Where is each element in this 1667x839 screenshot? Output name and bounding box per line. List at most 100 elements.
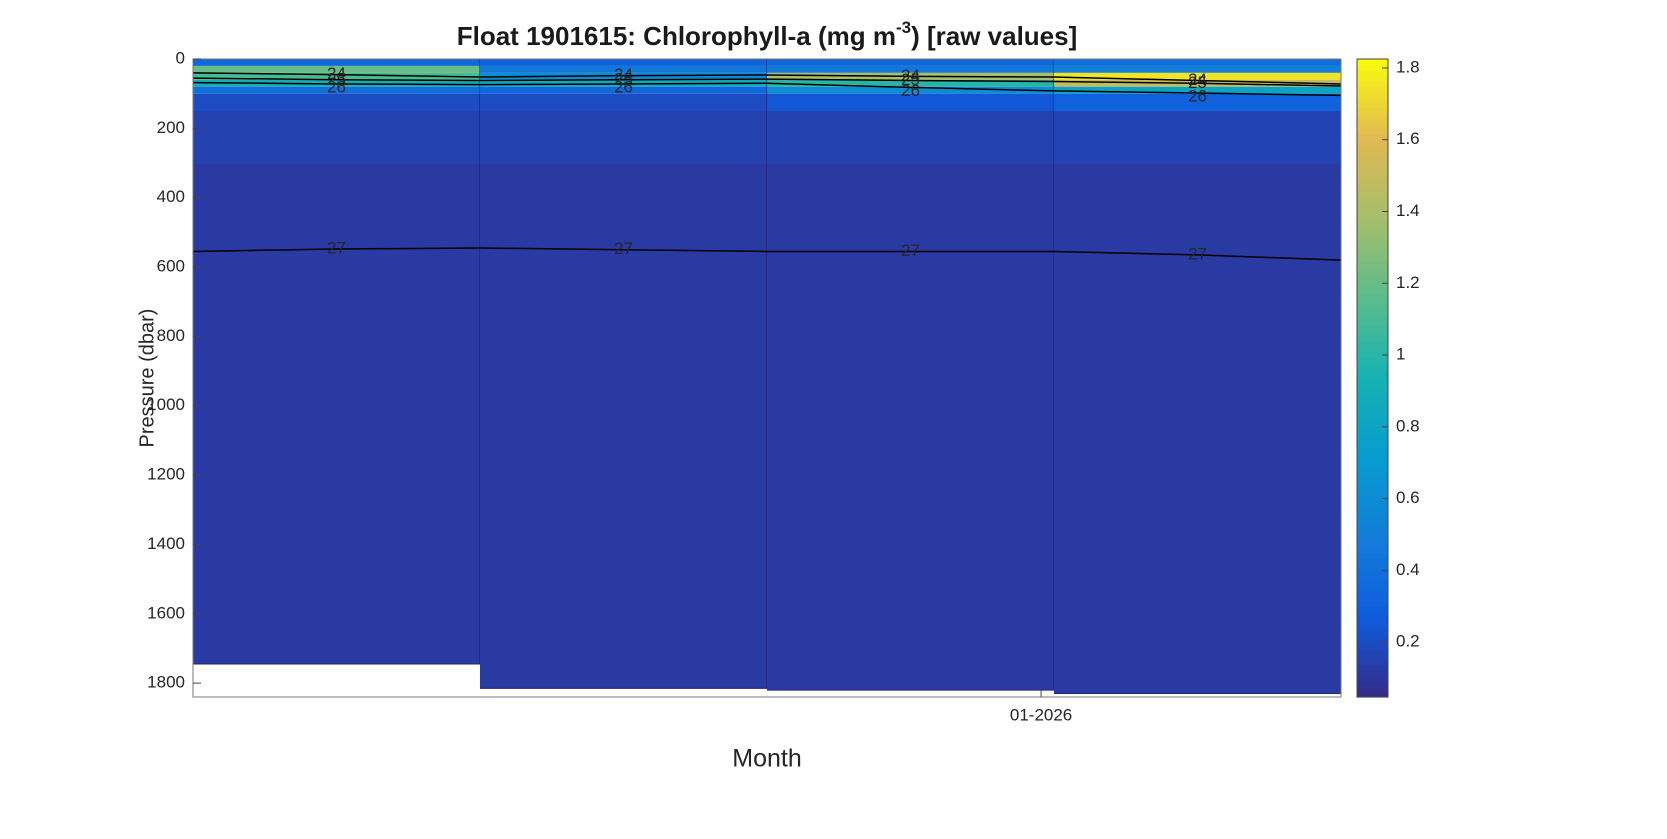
colorbar-swatch [1357, 388, 1388, 395]
colorbar-swatch [1357, 117, 1388, 124]
colorbar-swatch [1357, 276, 1388, 283]
heatmap-cell [480, 111, 767, 164]
colorbar-swatch [1357, 526, 1388, 533]
colorbar-swatch [1357, 500, 1388, 507]
colorbar-swatch [1357, 90, 1388, 97]
heatmap-cell [193, 59, 480, 66]
colorbar-swatch [1357, 627, 1388, 634]
colorbar-swatch [1357, 64, 1388, 71]
colorbar-swatch [1357, 681, 1388, 687]
colorbar-tick-label: 1.2 [1396, 273, 1420, 292]
colorbar-swatch [1357, 399, 1388, 406]
colorbar-swatch [1357, 532, 1388, 539]
colorbar-swatch [1357, 298, 1388, 305]
plot-frame [192, 58, 1342, 698]
colorbar-swatch [1357, 484, 1388, 491]
colorbar-swatch [1357, 324, 1388, 331]
contour-label: 27 [901, 241, 920, 260]
colorbar-swatch [1357, 181, 1388, 188]
heatmap-cell [767, 86, 1054, 94]
colorbar-swatch [1357, 521, 1388, 528]
heatmap-cell [193, 111, 480, 164]
colorbar-swatch [1357, 330, 1388, 337]
colorbar-swatch [1357, 351, 1388, 358]
colorbar-swatch [1357, 611, 1388, 618]
colorbar-swatch [1357, 271, 1388, 278]
colorbar-swatch [1357, 553, 1388, 560]
colorbar-swatch [1357, 537, 1388, 544]
colorbar-swatch [1357, 622, 1388, 629]
contour-label: 27 [327, 238, 346, 257]
heatmap-cell [480, 86, 767, 94]
colorbar-swatch [1357, 548, 1388, 555]
colorbar-swatch [1357, 197, 1388, 204]
heatmap-cell [767, 93, 1054, 112]
y-tick-label: 1000 [147, 395, 185, 414]
colorbar-swatch [1357, 122, 1388, 129]
colorbar-swatch [1357, 425, 1388, 432]
heatmap-cell [193, 65, 480, 73]
colorbar-swatch [1357, 372, 1388, 379]
colorbar-swatch [1357, 229, 1388, 236]
colorbar-swatch [1357, 505, 1388, 512]
colorbar-swatch [1357, 239, 1388, 246]
colorbar-swatch [1357, 378, 1388, 384]
colorbar-swatch [1357, 457, 1388, 464]
heatmap-cell [1054, 65, 1341, 73]
colorbar-swatch [1357, 112, 1388, 119]
colorbar-swatch [1357, 479, 1388, 485]
colorbar-swatch [1357, 494, 1388, 501]
colorbar-swatch [1357, 659, 1388, 666]
heatmap-cell [767, 111, 1054, 164]
colorbar-swatch [1357, 245, 1388, 251]
colorbar-swatch [1357, 335, 1388, 342]
colorbar-swatch [1357, 346, 1388, 353]
colorbar-swatch [1357, 595, 1388, 602]
colorbar-tick-label: 1.8 [1396, 57, 1420, 76]
colorbar-swatch [1357, 144, 1388, 150]
colorbar-swatch [1357, 287, 1388, 294]
colorbar-swatch [1357, 691, 1388, 698]
colorbar-swatch [1357, 59, 1388, 65]
colorbar-swatch [1357, 80, 1388, 87]
contour-label: 26 [1188, 86, 1207, 105]
contour-label: 26 [614, 77, 633, 96]
colorbar-swatch [1357, 580, 1388, 586]
colorbar-swatch [1357, 261, 1388, 267]
colorbar-swatch [1357, 154, 1388, 161]
colorbar-swatch [1357, 128, 1388, 135]
colorbar-swatch [1357, 314, 1388, 321]
colorbar-swatch [1357, 654, 1388, 661]
colorbar-swatch [1357, 255, 1388, 262]
y-tick-label: 1200 [147, 465, 185, 484]
colorbar-swatch [1357, 447, 1388, 454]
colorbar-swatch [1357, 468, 1388, 475]
colorbar-swatch [1357, 585, 1388, 592]
colorbar-swatch [1357, 574, 1388, 581]
colorbar-swatch [1357, 170, 1388, 177]
y-tick-label: 1800 [147, 673, 185, 692]
colorbar-swatch [1357, 601, 1388, 608]
x-tick-label: 01-2026 [1010, 705, 1072, 724]
contour-line [192, 81, 1342, 97]
contour-label: 26 [327, 77, 346, 96]
title-main: Float 1901615: Chlorophyll-a (mg m [457, 21, 896, 51]
colorbar-swatch [1357, 415, 1388, 422]
colorbar-tick-label: 1.6 [1396, 129, 1420, 148]
colorbar-swatch [1357, 383, 1388, 390]
colorbar-swatch [1357, 356, 1388, 363]
colorbar-swatch [1357, 590, 1388, 597]
colorbar-swatch [1357, 420, 1388, 427]
y-tick-label: 1600 [147, 603, 185, 622]
y-tick-label: 800 [157, 326, 185, 345]
colorbar-swatch [1357, 686, 1388, 693]
colorbar-tick-label: 1.4 [1396, 201, 1420, 220]
colorbar-frame [1356, 58, 1389, 698]
colorbar-swatch [1357, 186, 1388, 193]
colorbar-swatch [1357, 292, 1388, 299]
colorbar-swatch [1357, 409, 1388, 416]
colorbar-swatch [1357, 675, 1388, 682]
y-tick-label: 600 [157, 257, 185, 276]
contour-label: 26 [901, 81, 920, 100]
